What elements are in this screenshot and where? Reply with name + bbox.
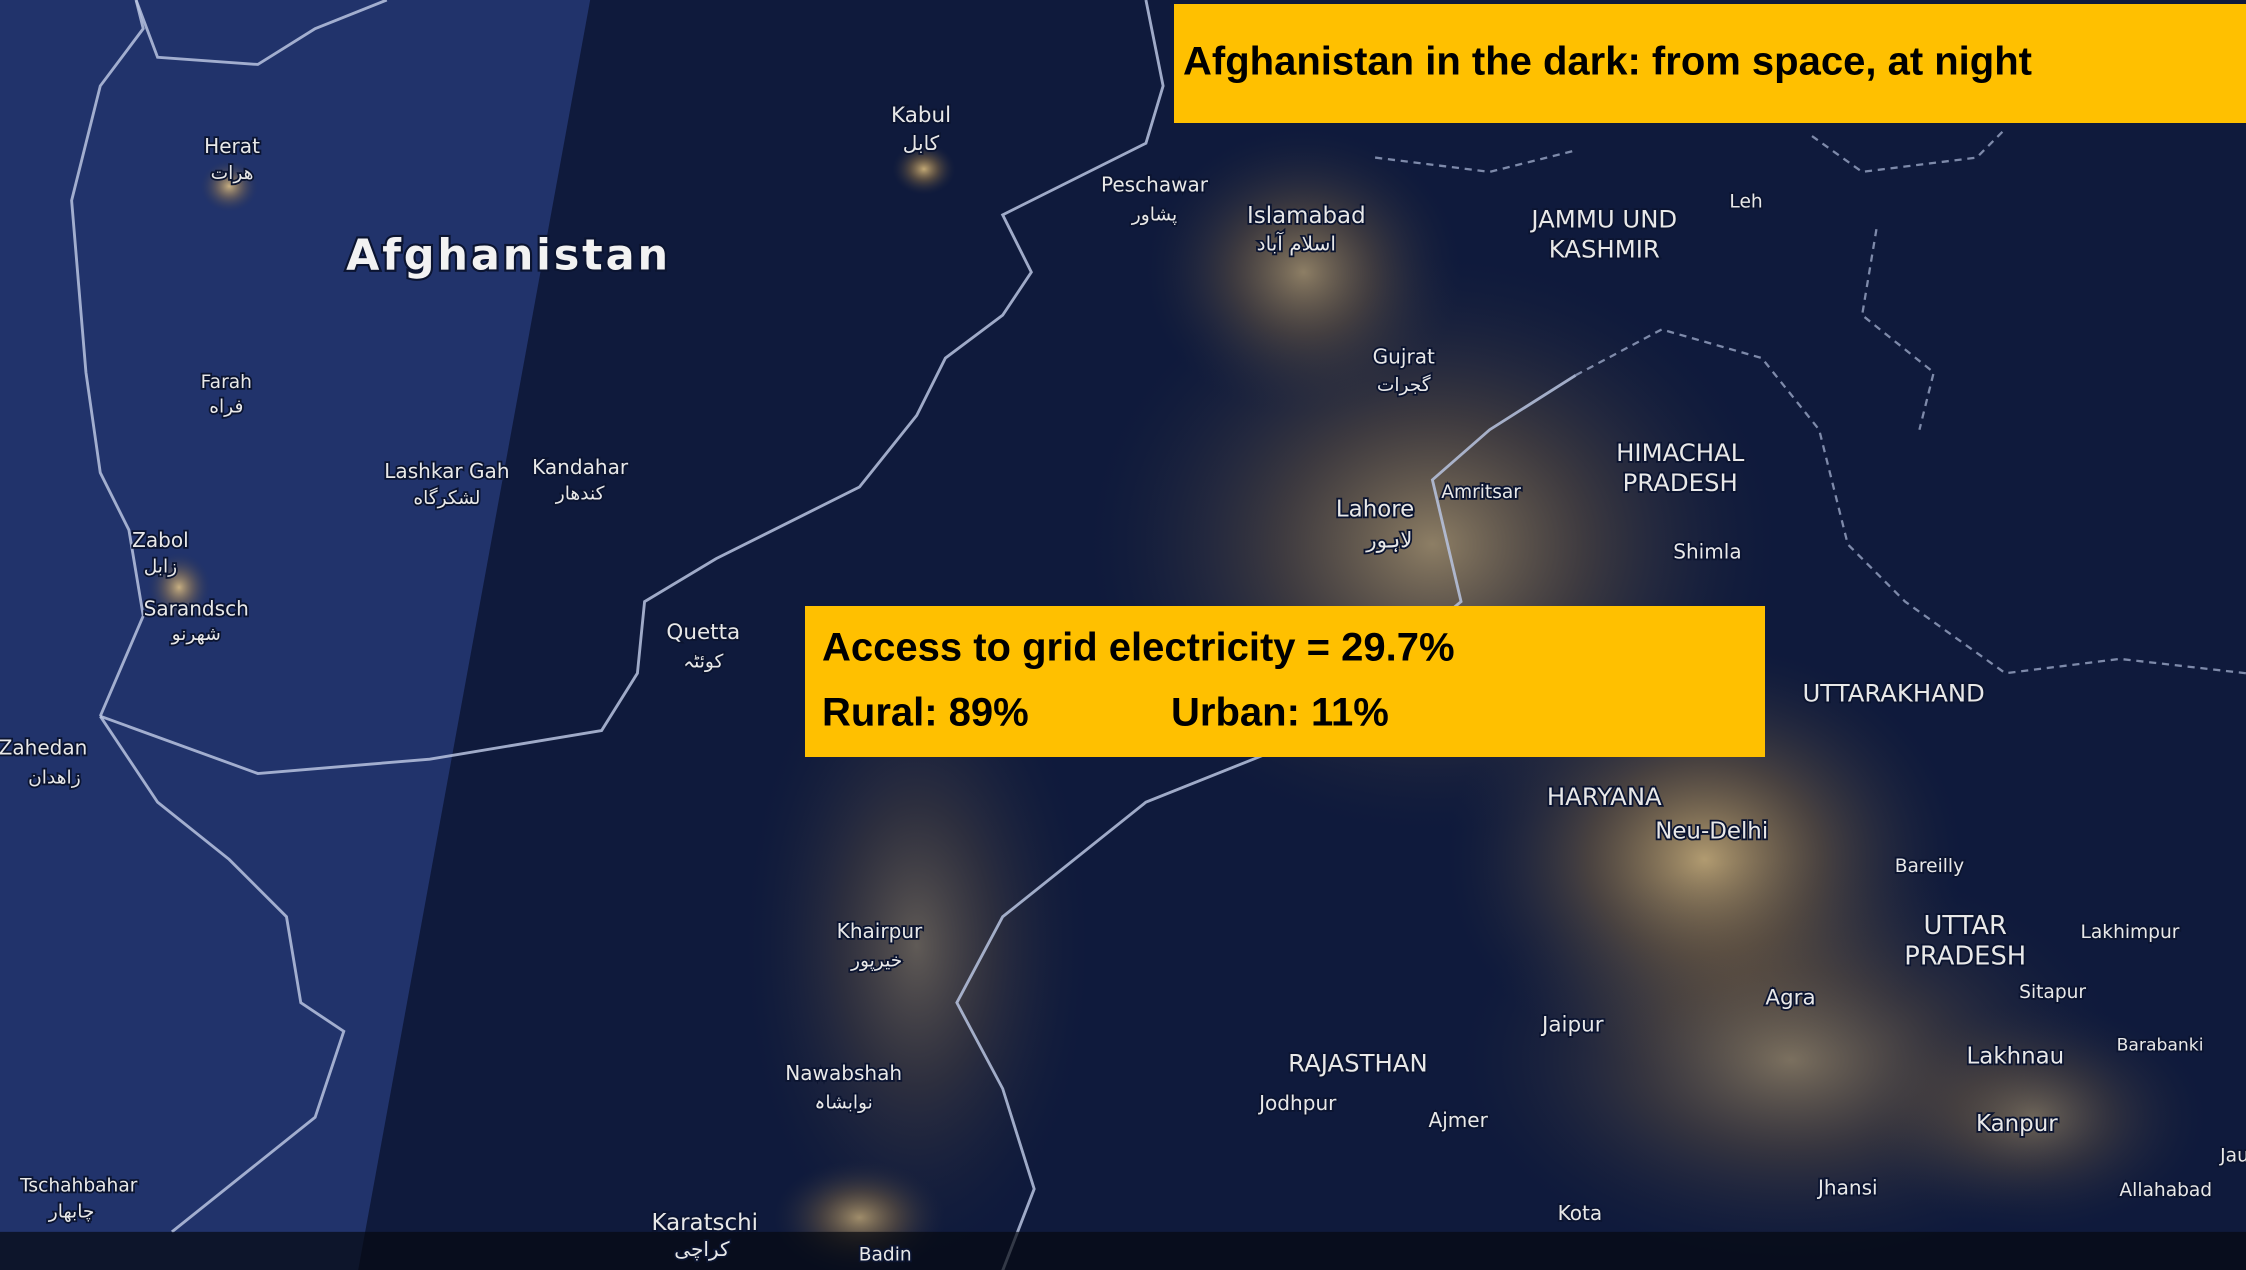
place-label: PRADESH	[1904, 941, 2026, 971]
place-label: Farah	[201, 372, 252, 393]
place-label: Bareilly	[1895, 856, 1964, 877]
place-label: Kanpur	[1976, 1111, 2058, 1137]
place-label: Lashkar Gah	[384, 459, 509, 483]
place-label: Agra	[1765, 985, 1815, 1010]
place-label: پشاور	[1131, 204, 1177, 225]
place-label: نوابشاہ	[815, 1092, 873, 1113]
place-label: کندهار	[555, 484, 605, 505]
place-label: UTTARAKHAND	[1802, 679, 1984, 708]
page: Afghanistan Herat هرات Farah فراه Lashkar Ga…	[0, 0, 2246, 1270]
place-label: لشکرگاه	[413, 487, 480, 509]
place-label: JAMMU UND	[1529, 205, 1677, 234]
place-label: چابهار	[48, 1201, 95, 1222]
info-headline: Access to grid electricity = 29.7%	[822, 626, 1455, 670]
country-label: Afghanistan	[346, 230, 671, 280]
place-label: Neu-Delhi	[1655, 819, 1768, 845]
place-label: خیرپور	[850, 951, 902, 972]
place-label: کراچی	[674, 1237, 730, 1261]
place-label: زابل	[144, 557, 177, 578]
place-label: Ajmer	[1428, 1108, 1488, 1132]
place-label: PRADESH	[1623, 468, 1738, 497]
info-rural: Rural: 89%	[822, 691, 1029, 735]
place-label: زاهدان	[28, 767, 81, 788]
place-label: Quetta	[666, 620, 740, 645]
place-label: Herat	[204, 134, 260, 158]
place-label: Jau	[2219, 1145, 2246, 1166]
place-label: Karatschi	[651, 1210, 758, 1236]
place-label: Khairpur	[837, 919, 923, 943]
place-label: Sitapur	[2019, 982, 2086, 1003]
title: Afghanistan in the dark: from space, at …	[1183, 40, 2032, 84]
place-label: HARYANA	[1547, 782, 1662, 811]
place-label: Allahabad	[2119, 1180, 2212, 1201]
map-screenshot: Afghanistan Herat هرات Farah فراه Lashkar Ga…	[0, 0, 2246, 1270]
place-label: Gujrat	[1373, 345, 1435, 369]
place-label: Shimla	[1673, 539, 1741, 563]
place-label: Lakhimpur	[2081, 922, 2180, 943]
place-label: RAJASTHAN	[1288, 1048, 1427, 1077]
place-label: Badin	[859, 1244, 912, 1265]
place-label: Jhansi	[1816, 1175, 1878, 1199]
place-label: Kota	[1558, 1201, 1603, 1225]
place-label: Nawabshah	[785, 1061, 902, 1085]
place-label: Kandahar	[532, 455, 629, 479]
place-label: گجرات	[1377, 374, 1431, 396]
place-label: Peschawar	[1101, 173, 1209, 197]
place-label: کوئٹہ	[683, 651, 723, 672]
place-label: اسلام آباد	[1257, 230, 1336, 255]
place-label: کابل	[903, 131, 940, 155]
place-label: Kabul	[891, 103, 951, 128]
bottom-shadow	[0, 1232, 2246, 1270]
place-label: Tschahbahar	[19, 1176, 138, 1197]
place-label: Lahore	[1336, 496, 1414, 522]
place-label: Leh	[1729, 191, 1762, 212]
place-label: فراه	[209, 396, 243, 417]
place-label: Barabanki	[2117, 1036, 2204, 1056]
place-label: KASHMIR	[1549, 235, 1660, 264]
place-label: Amritsar	[1441, 482, 1521, 503]
place-label: Zabol	[132, 528, 189, 552]
place-label: Islamabad	[1247, 203, 1366, 229]
place-label: Sarandsch	[144, 597, 249, 621]
place-label: Jaipur	[1540, 1013, 1604, 1038]
place-label: HIMACHAL	[1616, 438, 1745, 467]
place-label: Jodhpur	[1257, 1091, 1337, 1115]
place-label: UTTAR	[1924, 911, 2008, 941]
place-label: هرات	[211, 163, 254, 184]
place-label: لاہور	[1365, 528, 1412, 553]
place-label: Zahedan	[0, 736, 87, 760]
place-label: Lakhnau	[1967, 1044, 2065, 1070]
place-label: شهرنو	[171, 624, 221, 645]
info-urban: Urban: 11%	[1171, 691, 1389, 735]
